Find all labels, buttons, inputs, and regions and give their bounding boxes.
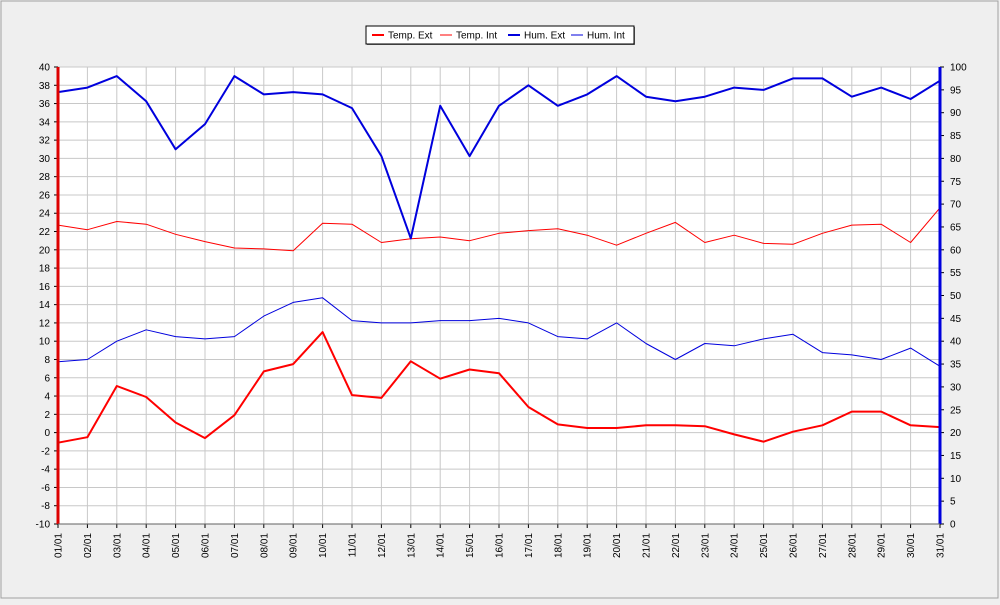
y-right-tick-label: 20	[950, 428, 962, 439]
series-hum-int-line	[57, 297, 941, 367]
y-left-tick-label: 30	[39, 154, 51, 165]
y-right-tick-label: 90	[950, 108, 962, 119]
y-left-tick-label: 32	[39, 136, 51, 147]
x-tick-label: 08/01	[259, 533, 270, 558]
y-left-tick-label: 26	[39, 190, 51, 201]
x-tick-label: 14/01	[436, 533, 447, 558]
y-left-tick-label: 22	[39, 227, 51, 238]
y-left-tick-label: 38	[39, 81, 51, 92]
x-tick-label: 24/01	[730, 533, 741, 558]
y-left-tick-label: -6	[41, 483, 50, 494]
legend: Temp. Ext Temp. Int Hum. Ext Hum. Int	[365, 25, 635, 45]
x-tick-label: 01/01	[54, 533, 65, 558]
y-right-tick-label: 40	[950, 337, 962, 348]
x-tick-label: 26/01	[789, 533, 800, 558]
legend-label: Temp. Int	[456, 31, 497, 42]
x-tick-label: 03/01	[112, 533, 123, 558]
x-tick-label: 18/01	[553, 533, 564, 558]
y-right-tick-label: 50	[950, 291, 962, 302]
y-left-tick-label: 2	[44, 410, 50, 421]
y-right-tick-label: 75	[950, 177, 962, 188]
x-tick-label: 11/01	[348, 533, 359, 558]
y-right-tick-label: 100	[950, 63, 967, 74]
y-left-tick-label: 18	[39, 264, 51, 275]
x-tick-label: 21/01	[642, 533, 653, 558]
grid	[57, 66, 941, 525]
y-left-tick-label: -4	[41, 465, 50, 476]
y-right-tick-label: 55	[950, 268, 962, 279]
x-tick-label: 09/01	[289, 533, 300, 558]
y-right-tick-label: 30	[950, 382, 962, 393]
y-left-tick-label: 6	[44, 373, 50, 384]
y-right-tick-label: 65	[950, 222, 962, 233]
y-left-tick-label: 20	[39, 245, 51, 256]
x-tick-label: 15/01	[465, 533, 476, 558]
legend-label: Hum. Int	[587, 31, 625, 42]
x-tick-label: 23/01	[700, 533, 711, 558]
y-left-tick-label: -8	[41, 501, 50, 512]
y-right-tick-label: 60	[950, 245, 962, 256]
y-right-tick-label: 95	[950, 85, 962, 96]
legend-label: Temp. Ext	[388, 31, 433, 42]
x-tick-label: 31/01	[936, 533, 947, 558]
y-left-tick-label: 12	[39, 318, 51, 329]
y-left-tick-label: -2	[41, 446, 50, 457]
y-right-tick-label: 15	[950, 451, 962, 462]
y-left-tick-label: -10	[36, 520, 51, 531]
x-tick-label: 12/01	[377, 533, 388, 558]
x-tick-label: 30/01	[906, 533, 917, 558]
y-right-tick-label: 85	[950, 131, 962, 142]
x-tick-label: 27/01	[818, 533, 829, 558]
x-tick-label: 19/01	[583, 533, 594, 558]
x-tick-label: 17/01	[524, 533, 535, 558]
y-left-tick-label: 4	[44, 392, 50, 403]
x-tick-label: 25/01	[759, 533, 770, 558]
series-temp-int-line	[57, 207, 941, 252]
series-hum-ext-line	[57, 75, 941, 240]
x-tick-label: 06/01	[201, 533, 212, 558]
x-tick-label: 28/01	[847, 533, 858, 558]
x-tick-label: 04/01	[142, 533, 153, 558]
y-left-tick-label: 10	[39, 337, 51, 348]
y-left-tick-label: 36	[39, 99, 51, 110]
y-right-tick-label: 10	[950, 474, 962, 485]
y-right-tick-label: 70	[950, 200, 962, 211]
y-left-tick-label: 28	[39, 172, 51, 183]
y-right-tick-label: 45	[950, 314, 962, 325]
y-left-tick-label: 24	[39, 209, 51, 220]
series-layer	[57, 75, 941, 444]
y-right-tick-label: 35	[950, 360, 962, 371]
legend-label: Hum. Ext	[524, 31, 565, 42]
x-tick-label: 10/01	[318, 533, 329, 558]
y-left-tick-label: 40	[39, 63, 51, 74]
y-left-tick-label: 8	[44, 355, 50, 366]
series-temp-ext-line	[57, 331, 941, 444]
x-tick-label: 29/01	[877, 533, 888, 558]
x-tick-label: 02/01	[83, 533, 94, 558]
x-tick-label: 20/01	[612, 533, 623, 558]
y-right-tick-label: 80	[950, 154, 962, 165]
y-left-tick-label: 16	[39, 282, 51, 293]
x-tick-label: 05/01	[171, 533, 182, 558]
x-tick-label: 13/01	[406, 533, 417, 558]
x-tick-label: 07/01	[230, 533, 241, 558]
y-left-tick-label: 34	[39, 117, 51, 128]
y-left-tick-label: 0	[44, 428, 50, 439]
x-tick-label: 16/01	[495, 533, 506, 558]
y-left-tick-label: 14	[39, 300, 51, 311]
axes: -10-8-6-4-202468101214161820222426283032…	[36, 63, 968, 559]
legend-box	[365, 25, 635, 45]
y-right-tick-label: 0	[950, 520, 956, 531]
x-tick-label: 22/01	[671, 533, 682, 558]
y-right-tick-label: 25	[950, 405, 962, 416]
y-right-tick-label: 5	[950, 497, 956, 508]
